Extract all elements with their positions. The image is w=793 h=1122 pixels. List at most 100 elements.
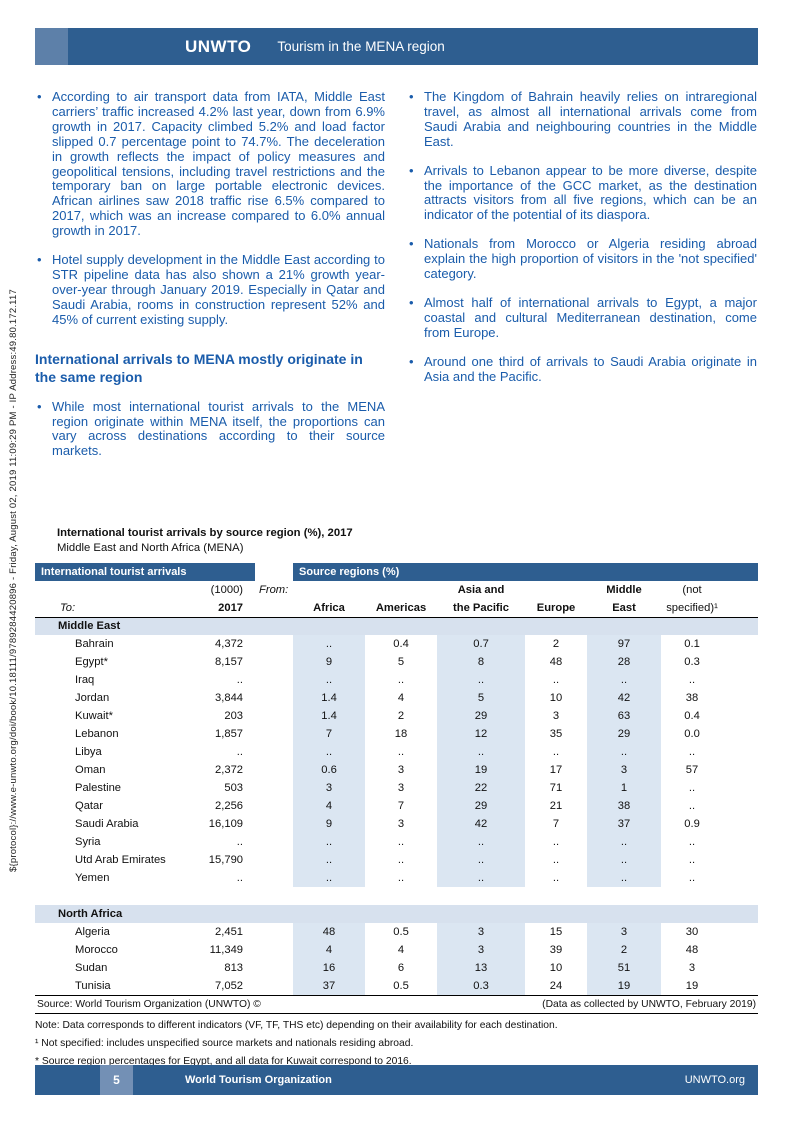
value-cell: .. [236, 836, 244, 848]
table-subheader-row-2: To: 2017 Africa Americas the Pacific Eur… [35, 599, 759, 618]
spacer-cell [255, 869, 293, 887]
column-header-europe: Europe [525, 599, 588, 618]
section-header-north-africa: North Africa [35, 905, 759, 923]
value-cell: 503 [224, 782, 244, 794]
left-column: According to air transport data from IAT… [35, 89, 385, 473]
value-cell: 0.1 [684, 638, 700, 650]
value-cell: 2,451 [215, 926, 244, 938]
value-cell: 18 [394, 728, 408, 740]
bullet-text: Nationals from Morocco or Algeria residi… [424, 236, 757, 282]
value-cell: .. [688, 746, 696, 758]
table-header: International tourist arrivals Source re… [35, 563, 759, 618]
value-cell: 7 [552, 818, 560, 830]
table-row: Lebanon 1,857 7 18 12 35 29 0.0 [35, 725, 758, 743]
to-label: To: [35, 599, 180, 618]
country-name-cell: Bahrain [75, 638, 114, 650]
column-header-not-specified-top: (not [661, 581, 724, 599]
value-cell: 4 [293, 941, 366, 959]
country-name-cell: Yemen [75, 872, 110, 884]
country-name-cell: Lebanon [75, 728, 119, 740]
value-cell: 4 [293, 797, 366, 815]
value-cell: 10 [549, 692, 563, 704]
value-cell: 7 [397, 800, 405, 812]
value-cell: 48 [549, 656, 563, 668]
bullet-text: The Kingdom of Bahrain heavily relies on… [424, 89, 757, 149]
section-heading: International arrivals to MENA mostly or… [35, 350, 363, 385]
value-cell: 2 [587, 941, 662, 959]
source-note: Source: World Tourism Organization (UNWT… [37, 999, 261, 1010]
value-cell: 19 [685, 980, 699, 992]
value-cell: 3 [397, 818, 405, 830]
value-cell: 21 [549, 800, 563, 812]
column-header-americas: Americas [365, 599, 438, 618]
value-cell: 48 [685, 944, 699, 956]
footer-organization: World Tourism Organization [185, 1074, 332, 1086]
bullet-item: According to air transport data from IAT… [35, 89, 385, 239]
section-gap-row [35, 887, 759, 905]
table-row: Palestine 503 3 3 22 71 1.. [35, 779, 758, 797]
country-name-cell: Palestine [75, 782, 122, 794]
value-cell: 0.3 [684, 656, 700, 668]
header-accent-square [35, 28, 68, 65]
value-cell: 1,857 [215, 728, 244, 740]
value-cell: 2 [552, 638, 560, 650]
spacer-cell [723, 869, 758, 887]
spacer-cell [255, 743, 293, 761]
spacer-cell [723, 725, 758, 743]
value-cell: .. [688, 836, 696, 848]
bullet-item: While most international tourist arrival… [35, 399, 385, 460]
table-row: Iraq.............. [35, 671, 758, 689]
value-cell: 48 [293, 923, 366, 941]
value-cell: 12 [437, 725, 526, 743]
spacer-cell [255, 707, 293, 725]
spacer-cell [255, 635, 293, 653]
arrivals-table: International tourist arrivals Source re… [35, 563, 759, 995]
value-cell: 2 [397, 710, 405, 722]
header-gap [255, 563, 294, 581]
country-name-cell: Jordan [75, 692, 110, 704]
value-cell: 4 [397, 944, 405, 956]
value-cell: 9 [293, 815, 366, 833]
bullet-text: Around one third of arrivals to Saudi Ar… [424, 353, 757, 384]
table-row: Bahrain 4,372.. 0.4 0.7 2 97 0.1 [35, 635, 758, 653]
spacer-cell [255, 653, 293, 671]
table-section-north-africa: Algeria 2,451 48 0.5 3 15 3 30 Morocco 11,349 4 4 3 3… [35, 923, 758, 995]
value-cell: 37 [293, 977, 366, 995]
table-row: Oman 2,372 0.6 3 19 17 3 57 [35, 761, 758, 779]
country-name-cell: Libya [75, 746, 102, 758]
value-cell: 0.5 [393, 980, 409, 992]
value-cell: 203 [224, 710, 244, 722]
bullet-item: Almost half of international arrivals to… [407, 295, 757, 341]
table-subheader-row-1: (1000) From: Asia and Middle (not [35, 581, 759, 599]
table-row: Morocco 11,349 4 4 3 39 2 48 [35, 941, 758, 959]
from-label: From: [255, 581, 366, 599]
value-cell: .. [293, 869, 366, 887]
spacer-cell [723, 941, 758, 959]
value-cell: 28 [587, 653, 662, 671]
value-cell: 16 [293, 959, 366, 977]
value-cell: 0.9 [684, 818, 700, 830]
table-row: Libya.............. [35, 743, 758, 761]
value-cell: 0.4 [393, 638, 409, 650]
value-cell: 1.4 [293, 689, 366, 707]
empty-cell [723, 581, 759, 599]
value-cell: .. [688, 872, 696, 884]
right-column: The Kingdom of Bahrain heavily relies on… [407, 89, 757, 473]
table-row: Saudi Arabia 16,109 9 3 42 7 37 0.9 [35, 815, 758, 833]
section-header-row: North Africa [35, 905, 759, 923]
footer-bar: 5 World Tourism Organization UNWTO.org [35, 1065, 758, 1095]
table-header-groups-row: International tourist arrivals Source re… [35, 563, 759, 581]
page-number-badge: 5 [100, 1065, 133, 1095]
value-cell: 6 [397, 962, 405, 974]
spacer-cell [723, 977, 758, 995]
value-cell: 29 [437, 707, 526, 725]
arrivals-group-header: International tourist arrivals [35, 563, 256, 581]
value-cell: 42 [587, 689, 662, 707]
value-cell: .. [437, 743, 526, 761]
value-cell: 15,790 [208, 854, 244, 866]
value-cell: 8 [437, 653, 526, 671]
value-cell: 8,157 [215, 656, 244, 668]
value-cell: 4,372 [215, 638, 244, 650]
value-cell: 39 [549, 944, 563, 956]
